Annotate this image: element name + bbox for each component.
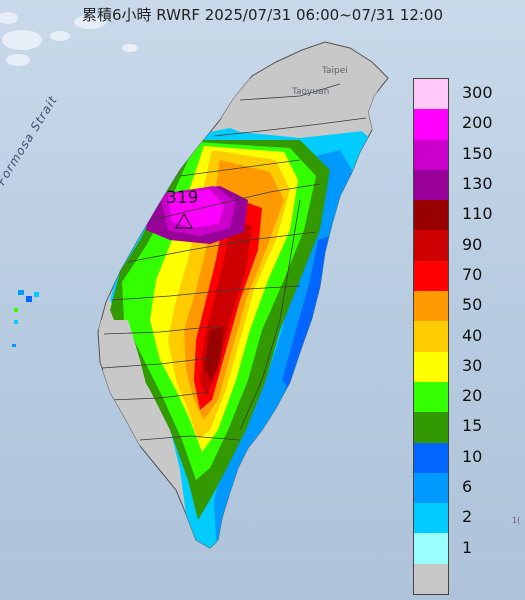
legend-label: 130 [462, 174, 493, 194]
legend-label: 1 [462, 537, 473, 557]
legend-swatch [414, 200, 448, 231]
legend-label: 70 [462, 264, 483, 284]
legend-label: 2 [462, 507, 473, 527]
legend-swatch [414, 169, 448, 201]
legend-label: 40 [462, 325, 483, 345]
rainfall-layers [98, 70, 380, 548]
legend-swatch [414, 291, 448, 322]
max-marker-icon [174, 212, 194, 229]
legend-swatch [414, 139, 448, 170]
legend-label: 15 [462, 416, 483, 436]
legend-label: 200 [462, 113, 493, 133]
legend-swatch [414, 351, 448, 382]
legend-label: 90 [462, 234, 483, 254]
county-boundaries [101, 83, 367, 441]
legend-swatch [414, 503, 448, 534]
rainfall-legend [413, 78, 449, 596]
legend-label: 150 [462, 143, 493, 163]
legend-label: 30 [462, 355, 483, 375]
legend-swatch [414, 260, 448, 292]
legend-swatch [414, 412, 448, 443]
map-title: 累積6小時 RWRF 2025/07/31 06:00~07/31 12:00 [81, 6, 444, 24]
legend-swatch [414, 321, 448, 352]
legend-swatch [414, 230, 448, 261]
legend-swatch [414, 472, 448, 504]
legend-swatch [414, 563, 448, 595]
legend-label: 110 [462, 204, 493, 224]
legend-label: 50 [462, 295, 483, 315]
strait-rain-specks [12, 290, 39, 347]
legend-label: 10 [462, 446, 483, 466]
city-label-taipei: Taipei [322, 66, 348, 76]
legend-label: 6 [462, 477, 473, 497]
city-label-taoyuan: Taoyuan [292, 87, 330, 97]
legend-swatch [414, 533, 448, 564]
legend-label: 20 [462, 386, 483, 406]
max-rainfall-value: 319 [166, 188, 199, 208]
cloud-specks [0, 12, 138, 66]
legend-swatch [414, 109, 448, 140]
legend-swatch [414, 79, 448, 110]
legend-swatch [414, 381, 448, 413]
legend-swatch [414, 442, 448, 473]
legend-label: 300 [462, 83, 493, 103]
edge-fragment-label: 1( [512, 516, 521, 525]
